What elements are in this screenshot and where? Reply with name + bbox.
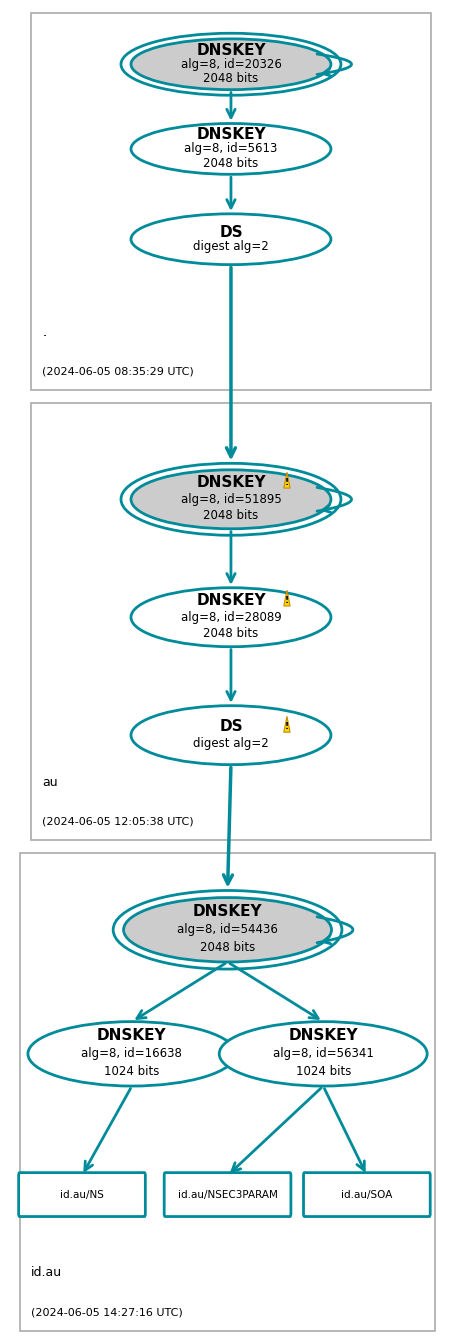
Ellipse shape: [219, 1021, 426, 1086]
Text: (2024-06-05 08:35:29 UTC): (2024-06-05 08:35:29 UTC): [42, 367, 194, 376]
Text: !: !: [284, 478, 288, 487]
Text: DNSKEY: DNSKEY: [196, 476, 265, 491]
Text: (2024-06-05 14:27:16 UTC): (2024-06-05 14:27:16 UTC): [31, 1308, 182, 1317]
Text: id.au/NS: id.au/NS: [60, 1189, 104, 1200]
Text: 2048 bits: 2048 bits: [203, 628, 258, 640]
Text: id.au/SOA: id.au/SOA: [340, 1189, 392, 1200]
Bar: [20, 853, 435, 1331]
Text: .: .: [42, 325, 46, 339]
Text: id.au: id.au: [31, 1266, 62, 1279]
Text: DS: DS: [219, 224, 242, 239]
Text: 1024 bits: 1024 bits: [104, 1066, 159, 1078]
Text: alg=8, id=28089: alg=8, id=28089: [180, 610, 281, 624]
Ellipse shape: [131, 470, 330, 528]
Text: DNSKEY: DNSKEY: [196, 128, 265, 142]
Text: DNSKEY: DNSKEY: [196, 43, 265, 58]
Text: alg=8, id=56341: alg=8, id=56341: [272, 1047, 373, 1060]
Bar: [31, 13, 430, 390]
Text: !: !: [284, 595, 288, 605]
Polygon shape: [283, 472, 289, 488]
Text: alg=8, id=16638: alg=8, id=16638: [81, 1047, 182, 1060]
Polygon shape: [283, 716, 289, 732]
Text: 2048 bits: 2048 bits: [203, 157, 258, 169]
Text: (2024-06-05 12:05:38 UTC): (2024-06-05 12:05:38 UTC): [42, 817, 194, 827]
Text: DNSKEY: DNSKEY: [192, 905, 262, 919]
Ellipse shape: [131, 39, 330, 90]
Ellipse shape: [28, 1021, 235, 1086]
Text: .: .: [42, 325, 46, 339]
Polygon shape: [283, 590, 289, 606]
FancyBboxPatch shape: [19, 1172, 145, 1216]
Text: au: au: [42, 775, 58, 789]
Text: digest alg=2: digest alg=2: [192, 737, 268, 750]
Text: DNSKEY: DNSKEY: [97, 1028, 167, 1043]
Bar: [31, 403, 430, 840]
Text: alg=8, id=54436: alg=8, id=54436: [177, 923, 278, 937]
Ellipse shape: [123, 898, 331, 962]
Ellipse shape: [131, 587, 330, 646]
Text: DS: DS: [219, 719, 242, 734]
Text: !: !: [284, 722, 288, 731]
Text: 2048 bits: 2048 bits: [203, 73, 258, 85]
Text: id.au/NSEC3PARAM: id.au/NSEC3PARAM: [177, 1189, 277, 1200]
Text: alg=8, id=5613: alg=8, id=5613: [184, 142, 277, 156]
Text: 1024 bits: 1024 bits: [295, 1066, 350, 1078]
FancyBboxPatch shape: [164, 1172, 290, 1216]
Ellipse shape: [131, 214, 330, 265]
Text: digest alg=2: digest alg=2: [192, 239, 268, 253]
Text: 2048 bits: 2048 bits: [199, 941, 255, 954]
Ellipse shape: [131, 706, 330, 765]
Text: 2048 bits: 2048 bits: [203, 509, 258, 523]
Text: alg=8, id=51895: alg=8, id=51895: [180, 493, 281, 505]
Text: DNSKEY: DNSKEY: [196, 593, 265, 609]
Text: alg=8, id=20326: alg=8, id=20326: [180, 58, 281, 71]
FancyBboxPatch shape: [303, 1172, 429, 1216]
Text: DNSKEY: DNSKEY: [288, 1028, 357, 1043]
Ellipse shape: [131, 124, 330, 175]
